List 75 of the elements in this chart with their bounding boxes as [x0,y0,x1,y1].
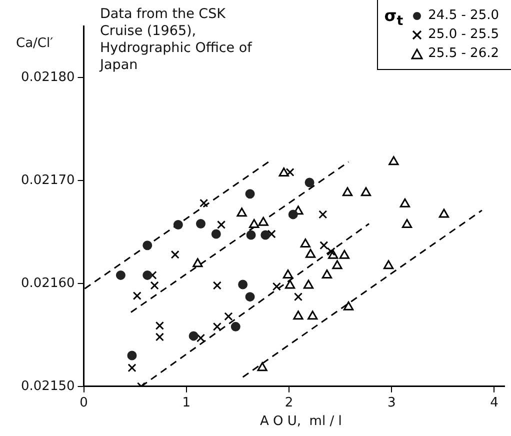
point [257,362,268,372]
point [249,218,260,228]
point [400,198,410,208]
point [200,198,208,208]
point [303,280,314,289]
x-tick-label: 3 [387,396,396,411]
point [388,156,399,166]
point [342,187,353,196]
point [293,310,304,320]
point [127,350,137,360]
point [300,238,310,248]
point [318,210,328,219]
point [278,168,289,176]
y-tick-label: 0.02170 [20,172,75,188]
legend-label: 24.5 - 25.0 [428,8,499,23]
point [245,189,255,199]
point [260,230,270,240]
point [304,178,314,188]
point [142,240,152,250]
point [360,187,372,196]
point [332,260,342,270]
y-axis-title: Ca/Cl′ [16,36,54,51]
point [339,250,350,259]
point [196,218,206,228]
point [238,280,248,290]
point [173,220,183,230]
annotation: Data from the CSK Cruise (1965), Hydrographic Office of Japan [100,6,254,74]
point [272,282,281,291]
x-axis-title: A O U, ml / l [260,414,342,429]
point [188,331,198,341]
y-tick-label: 0.02150 [20,378,75,394]
point [212,281,222,290]
point [142,270,152,280]
point [322,269,332,278]
point [150,281,159,290]
y-tick-label: 0.02180 [20,70,75,85]
x-tick-label: 1 [182,396,191,411]
point [170,250,180,259]
point [402,218,412,228]
point [288,210,298,220]
point [294,292,303,302]
point [216,220,226,230]
legend-title: σ$_{t}$ [384,6,404,32]
x-tick-label: 2 [284,396,294,411]
point [116,270,126,280]
point [236,208,247,217]
legend-label: 25.0 - 25.5 [428,27,499,42]
y-tick-label: 0.02160 [20,276,75,291]
point [245,292,255,302]
point [383,260,394,270]
point [438,208,450,218]
point [212,322,222,331]
point [258,216,268,226]
point [211,229,221,239]
point [267,230,276,238]
point [286,168,294,177]
point [128,364,136,372]
point [246,230,256,240]
point [155,332,164,342]
point [196,334,206,342]
point [155,321,164,330]
x-tick-label: 4 [490,396,498,411]
x-tick-label: 0 [80,396,88,411]
point [305,248,316,258]
point [192,258,203,268]
point [320,241,328,250]
point [326,247,336,256]
legend-label: 25.5 - 26.2 [428,46,499,61]
point [282,269,294,278]
point [132,292,142,300]
point [343,301,354,310]
point [230,322,240,332]
point [308,310,318,320]
point [224,312,233,321]
point [284,280,296,289]
